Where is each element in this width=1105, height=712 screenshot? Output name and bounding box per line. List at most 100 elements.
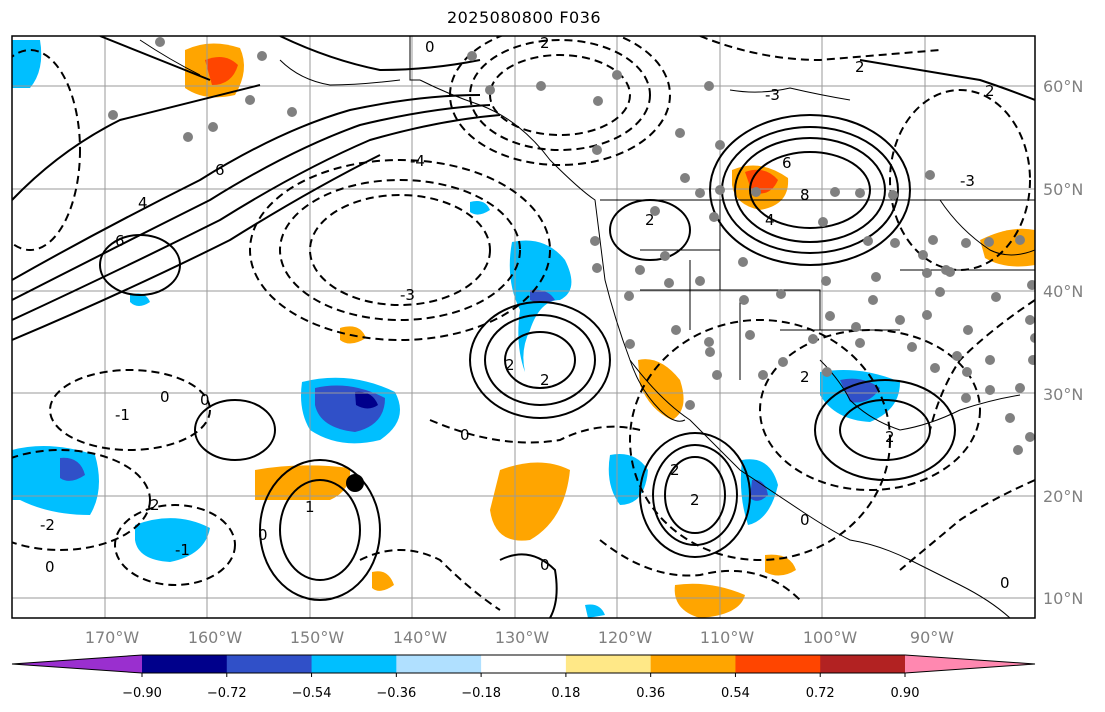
- contour-label: 0: [200, 391, 210, 409]
- contour-label: 0: [258, 526, 268, 544]
- lat-label: 50°N: [1043, 180, 1083, 199]
- gridlines: [12, 36, 1035, 618]
- positive-region: [255, 465, 351, 500]
- positive-region: [205, 56, 238, 85]
- contour-label: 2: [800, 368, 810, 386]
- map-border: [11, 35, 1036, 619]
- contour-label: 0: [45, 558, 55, 576]
- contour-label: -1: [175, 541, 190, 559]
- contour-label: 8: [800, 186, 810, 204]
- longitude-labels: 170°W 160°W 150°W 140°W 130°W 120°W 110°…: [85, 628, 954, 647]
- colorbar-extend-high: [905, 655, 1035, 673]
- colorbar-tick-label: −0.72: [207, 686, 247, 701]
- contour-label: -1: [115, 406, 130, 424]
- lon-label: 120°W: [598, 628, 653, 647]
- colorbar-segment: [565, 655, 652, 673]
- contour-label: 6: [782, 154, 792, 172]
- lon-label: 110°W: [700, 628, 755, 647]
- contour-labels: 8 6 4 6 4 6 -3 -4 -3 -3 2 2 2 2 2 2 0 0 …: [40, 34, 1010, 592]
- contour-label: 0: [1000, 574, 1010, 592]
- colorbar-tick-label: −0.36: [376, 686, 416, 701]
- contour-label: 2: [150, 496, 160, 514]
- contour-label: 2: [645, 211, 655, 229]
- negative-region: [608, 454, 648, 505]
- contour-label: 4: [138, 194, 148, 212]
- negative-region: [130, 293, 150, 306]
- colorbar-tick-label: −0.54: [292, 686, 332, 701]
- colorbar-segment: [650, 655, 736, 673]
- negative-region: [530, 289, 555, 303]
- contour-label: 2: [505, 356, 515, 374]
- contour-label: 0: [460, 426, 470, 444]
- lat-label: 10°N: [1043, 589, 1083, 608]
- contour-label: -3: [400, 286, 415, 304]
- contour-label: 2: [670, 461, 680, 479]
- contour-label: 6: [215, 161, 225, 179]
- contour-label: 0: [540, 556, 550, 574]
- negative-region: [840, 378, 880, 403]
- negative-region: [585, 604, 605, 618]
- colorbar-tick-label: −0.18: [461, 686, 501, 701]
- lon-label: 100°W: [803, 628, 858, 647]
- lat-label: 30°N: [1043, 385, 1083, 404]
- contour-label: 2: [885, 428, 895, 446]
- shaded-regions: [12, 40, 1035, 618]
- contour-label: 2: [985, 82, 995, 100]
- positive-region: [674, 583, 745, 618]
- contour-label: 2: [855, 58, 865, 76]
- chart-title: 2025080800 F036: [446, 8, 602, 27]
- lat-label: 20°N: [1043, 487, 1083, 506]
- lon-label: 160°W: [188, 628, 243, 647]
- positive-region: [638, 359, 684, 420]
- contour-label: 0: [800, 511, 810, 529]
- colorbar-segment: [735, 655, 821, 673]
- contour-label: 0: [425, 38, 435, 56]
- contour-label: 0: [160, 388, 170, 406]
- negative-region: [509, 240, 572, 372]
- contour-label: -2: [40, 516, 55, 534]
- colorbar-tick-label: 0.90: [891, 686, 920, 701]
- contour-label: -3: [960, 172, 975, 190]
- lon-label: 150°W: [290, 628, 345, 647]
- contour-label: 2: [540, 34, 550, 52]
- colorbar-tick-label: 0.36: [636, 686, 665, 701]
- contour-label: -3: [765, 86, 780, 104]
- colorbar-segment: [311, 655, 397, 673]
- colorbar: −0.90 −0.72 −0.54 −0.36 −0.18 0.18 0.36 0.54 0.7…: [11, 654, 1036, 701]
- solid-contours: [12, 36, 1035, 618]
- dashed-contours: [12, 36, 1035, 611]
- coastlines: [139, 36, 1035, 618]
- colorbar-extend-low: [12, 655, 142, 673]
- station-dots: [108, 37, 1035, 455]
- colorbar-tick-label: 0.54: [721, 686, 750, 701]
- colorbar-segment: [142, 655, 228, 673]
- contour-label: 4: [765, 211, 775, 229]
- negative-region: [135, 518, 210, 562]
- negative-region: [470, 201, 490, 215]
- colorbar-segment: [481, 655, 567, 673]
- contour-label: -4: [410, 152, 425, 170]
- positive-region: [490, 462, 570, 541]
- contour-label: 1: [305, 498, 315, 516]
- colorbar-segment: [820, 655, 906, 673]
- lat-label: 60°N: [1043, 77, 1083, 96]
- colorbar-segment: [226, 655, 313, 673]
- negative-region: [355, 391, 378, 409]
- positive-region: [372, 571, 394, 591]
- contour-label: 6: [115, 232, 125, 250]
- lon-label: 140°W: [393, 628, 448, 647]
- lat-label: 40°N: [1043, 282, 1083, 301]
- contour-label: 2: [540, 371, 550, 389]
- latitude-labels: 60°N 50°N 40°N 30°N 20°N 10°N: [1043, 77, 1083, 608]
- lon-label: 90°W: [910, 628, 954, 647]
- contour-label: 2: [690, 491, 700, 509]
- colorbar-segment: [396, 655, 482, 673]
- colorbar-tick-label: 0.18: [551, 686, 580, 701]
- black-dot-marker: [346, 474, 364, 492]
- negative-region: [60, 457, 85, 481]
- lon-label: 170°W: [85, 628, 140, 647]
- lon-label: 130°W: [495, 628, 550, 647]
- colorbar-tick-label: −0.90: [122, 686, 162, 701]
- colorbar-tick-label: 0.72: [806, 686, 835, 701]
